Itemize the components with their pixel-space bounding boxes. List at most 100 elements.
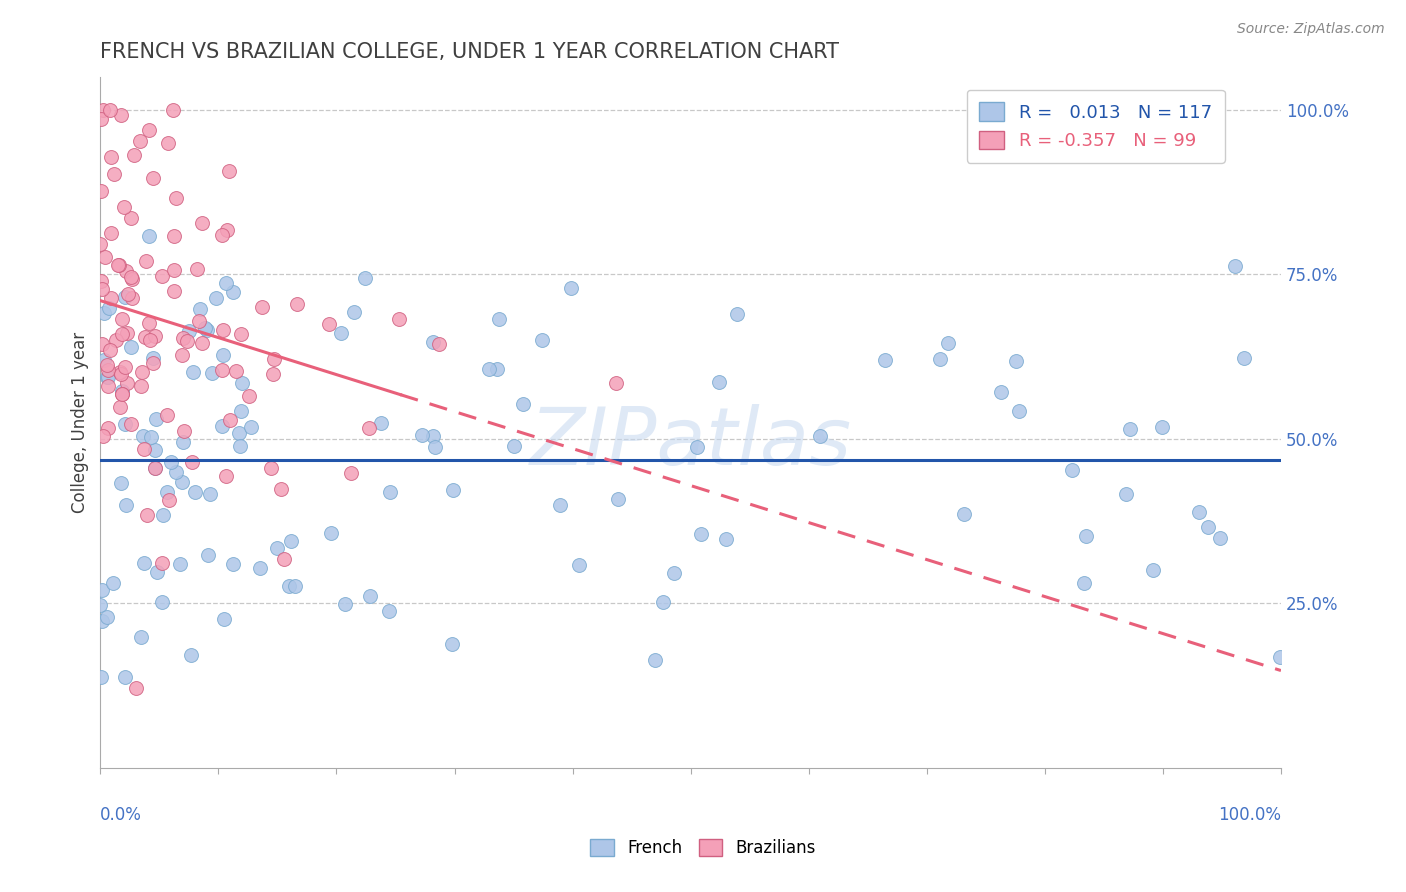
- Point: [165, 191, 187, 205]
- Point: [229, 439, 252, 453]
- Point: [93, 103, 115, 117]
- Point: [266, 541, 288, 555]
- Point: [152, 508, 174, 522]
- Point: [252, 300, 274, 314]
- Point: [172, 348, 194, 362]
- Point: [110, 476, 132, 491]
- Point: [197, 548, 219, 562]
- Point: [156, 136, 179, 150]
- Point: [115, 264, 138, 278]
- Point: [91, 583, 114, 598]
- Point: [262, 367, 284, 381]
- Text: Source: ZipAtlas.com: Source: ZipAtlas.com: [1237, 22, 1385, 37]
- Point: [188, 301, 211, 316]
- Point: [114, 359, 136, 374]
- Point: [103, 168, 125, 182]
- Point: [707, 376, 730, 390]
- Point: [89, 598, 111, 612]
- Point: [157, 492, 180, 507]
- Point: [135, 253, 157, 268]
- Point: [114, 498, 136, 512]
- Point: [134, 330, 156, 344]
- Point: [441, 483, 464, 498]
- Point: [321, 525, 343, 540]
- Point: [141, 430, 163, 444]
- Point: [120, 270, 142, 285]
- Point: [165, 466, 187, 480]
- Point: [318, 317, 340, 331]
- Text: FRENCH VS BRAZILIAN COLLEGE, UNDER 1 YEAR CORRELATION CHART: FRENCH VS BRAZILIAN COLLEGE, UNDER 1 YEA…: [100, 42, 839, 62]
- Point: [188, 314, 211, 328]
- Point: [93, 352, 115, 367]
- Point: [100, 291, 122, 305]
- Point: [134, 556, 156, 570]
- Point: [124, 147, 146, 161]
- Point: [162, 262, 184, 277]
- Point: [97, 363, 120, 377]
- Point: [285, 296, 308, 310]
- Point: [139, 333, 162, 347]
- Point: [162, 103, 184, 117]
- Point: [198, 486, 221, 500]
- Point: [716, 532, 738, 546]
- Point: [953, 507, 976, 521]
- Point: [1197, 520, 1219, 534]
- Point: [114, 417, 136, 431]
- Point: [229, 326, 252, 341]
- Point: [211, 418, 233, 433]
- Point: [132, 429, 155, 443]
- Point: [93, 250, 115, 264]
- Point: [488, 312, 510, 326]
- Point: [156, 485, 179, 500]
- Point: [422, 335, 444, 350]
- Point: [96, 379, 118, 393]
- Point: [91, 614, 114, 628]
- Point: [97, 301, 120, 315]
- Point: [195, 323, 218, 337]
- Point: [169, 557, 191, 571]
- Legend: R =   0.013   N = 117, R = -0.357   N = 99: R = 0.013 N = 117, R = -0.357 N = 99: [966, 90, 1225, 162]
- Point: [131, 365, 153, 379]
- Point: [278, 578, 301, 592]
- Point: [249, 561, 271, 575]
- Point: [204, 291, 226, 305]
- Point: [873, 352, 896, 367]
- Point: [512, 397, 534, 411]
- Point: [425, 441, 447, 455]
- Point: [605, 376, 627, 390]
- Point: [222, 557, 245, 571]
- Point: [194, 320, 217, 334]
- Point: [121, 272, 143, 286]
- Point: [120, 417, 142, 432]
- Point: [173, 425, 195, 439]
- Point: [370, 417, 392, 431]
- Point: [135, 508, 157, 523]
- Y-axis label: College, Under 1 year: College, Under 1 year: [72, 332, 89, 513]
- Point: [260, 461, 283, 475]
- Point: [422, 428, 444, 442]
- Point: [97, 421, 120, 435]
- Point: [929, 352, 952, 367]
- Point: [96, 370, 118, 384]
- Point: [214, 612, 236, 626]
- Point: [644, 652, 666, 666]
- Point: [330, 326, 353, 340]
- Point: [111, 384, 134, 399]
- Point: [263, 351, 285, 366]
- Point: [231, 376, 253, 390]
- Point: [138, 229, 160, 244]
- Point: [1119, 422, 1142, 436]
- Point: [1074, 529, 1097, 543]
- Point: [662, 566, 685, 580]
- Point: [111, 311, 134, 326]
- Point: [142, 351, 165, 365]
- Point: [108, 258, 131, 272]
- Point: [685, 440, 707, 454]
- Point: [150, 595, 173, 609]
- Point: [110, 108, 132, 122]
- Point: [190, 216, 212, 230]
- Point: [357, 420, 380, 434]
- Point: [138, 316, 160, 330]
- Point: [378, 604, 401, 618]
- Point: [725, 307, 748, 321]
